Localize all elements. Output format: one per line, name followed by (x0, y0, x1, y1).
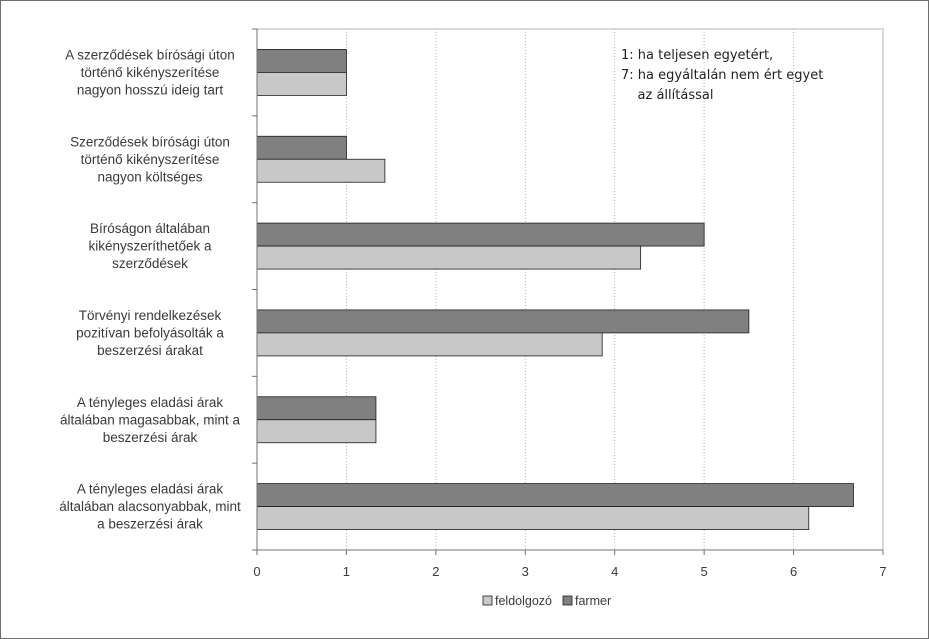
bar-farmer (256, 49, 347, 73)
gridlines (345, 29, 795, 550)
bar-farmer (256, 483, 854, 507)
x-tick-label: 3 (522, 564, 529, 579)
category-labels: A szerződések bírósági úton történő kikén… (59, 47, 241, 531)
legend-swatch (562, 595, 573, 606)
x-tick-label: 5 (701, 564, 708, 579)
x-tick-label: 4 (611, 564, 618, 579)
legend-label: farmer (575, 594, 611, 608)
legend-label: feldolgozó (495, 594, 552, 608)
category-label: A tényleges eladási árak általában magasa… (60, 395, 241, 445)
x-tick-labels: 0 1 2 3 4 5 6 7 (253, 564, 886, 579)
bar-farmer (256, 309, 750, 334)
bar-feldolgoz (256, 419, 377, 444)
annotation-line-2: 7: ha egyáltalán nem ért egyet (621, 68, 824, 83)
bar-feldolgoz (256, 332, 603, 357)
category-label: A tényleges eladási árak általában alacso… (59, 482, 241, 532)
bar-farmer (256, 222, 705, 247)
x-tick-label: 0 (253, 564, 260, 579)
category-label: Szerződések bírósági úton történő kikénys… (70, 134, 230, 184)
x-tick-label: 6 (790, 564, 797, 579)
bars (256, 49, 854, 530)
axes (252, 28, 884, 555)
category-label: Törvényi rendelkezések pozitívan befolyás… (76, 308, 224, 358)
bar-farmer (256, 135, 347, 160)
legend-swatch (482, 595, 493, 606)
annotation-line-3: az állítással (621, 88, 714, 103)
x-tick-label: 2 (432, 564, 439, 579)
scale-annotation: 1: ha teljesen egyetért, 7: ha egyáltalá… (621, 46, 823, 106)
category-label: A szerződések bírósági úton történő kikén… (65, 47, 235, 97)
legend: feldolgozó farmer (482, 594, 611, 608)
bar-feldolgoz (256, 158, 386, 183)
bar-feldolgoz (256, 72, 347, 96)
bar-feldolgoz (256, 506, 810, 530)
x-tick-label: 7 (879, 564, 886, 579)
bar-feldolgoz (256, 245, 642, 270)
x-tick-label: 1 (343, 564, 350, 579)
plot-area-border (256, 28, 884, 551)
bar-farmer (256, 396, 377, 421)
annotation-line-1: 1: ha teljesen egyetért, (621, 48, 774, 63)
